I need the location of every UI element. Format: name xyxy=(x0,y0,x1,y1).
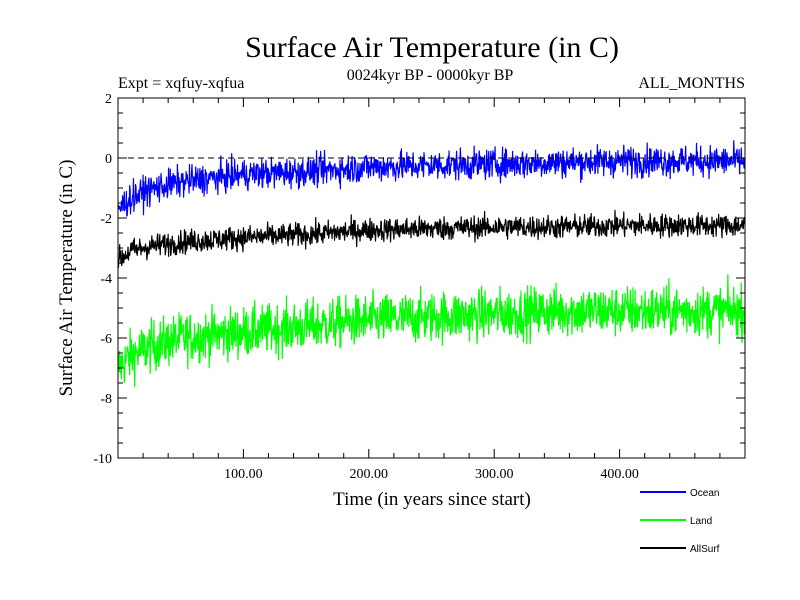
experiment-label: Expt = xqfuy-xqfua xyxy=(118,75,244,92)
chart-title: Surface Air Temperature (in C) xyxy=(245,31,619,64)
series-layer xyxy=(118,140,745,388)
months-label: ALL_MONTHS xyxy=(638,75,745,92)
legend-label-ocean: Ocean xyxy=(690,488,719,499)
y-tick-label: -8 xyxy=(100,392,112,407)
series-line-allsurf xyxy=(118,209,745,269)
y-tick-label: -10 xyxy=(93,452,112,467)
y-tick-label: -2 xyxy=(100,212,112,227)
y-tick-label: 0 xyxy=(105,152,112,167)
y-tick-label: -4 xyxy=(100,272,112,287)
x-tick-label: 300.00 xyxy=(475,467,514,482)
period-label: 0024kyr BP - 0000kyr BP xyxy=(347,67,514,84)
legend-label-land: Land xyxy=(690,516,712,527)
x-tick-label: 400.00 xyxy=(600,467,639,482)
series-line-land xyxy=(118,274,745,388)
x-tick-label: 100.00 xyxy=(224,467,263,482)
x-axis-label: Time (in years since start) xyxy=(333,489,531,510)
axes-layer: -10 -8 -6 -4 -2 0 2 100.00 200.00 300.00 400.00 xyxy=(93,92,746,482)
y-tick-label: -6 xyxy=(100,332,112,347)
x-tick-label: 200.00 xyxy=(350,467,389,482)
series-line-ocean xyxy=(118,140,745,217)
legend-label-allsurf: AllSurf xyxy=(690,544,720,555)
y-axis-label: Surface Air Temperature (in C) xyxy=(56,160,77,397)
y-tick-label: 2 xyxy=(105,92,112,107)
legend: Ocean Land AllSurf xyxy=(640,488,720,555)
